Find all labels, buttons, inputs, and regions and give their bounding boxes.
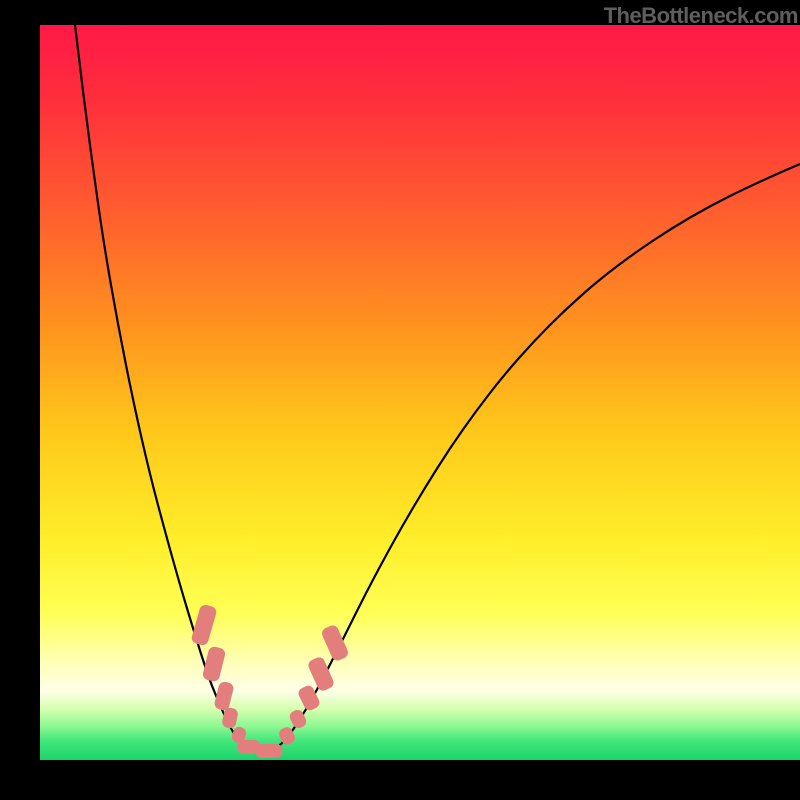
gradient-background: [40, 25, 800, 760]
chart-frame: TheBottleneck.com: [40, 0, 800, 760]
data-marker: [256, 744, 283, 758]
plot-area: [40, 25, 800, 760]
chart-svg: [40, 25, 800, 760]
